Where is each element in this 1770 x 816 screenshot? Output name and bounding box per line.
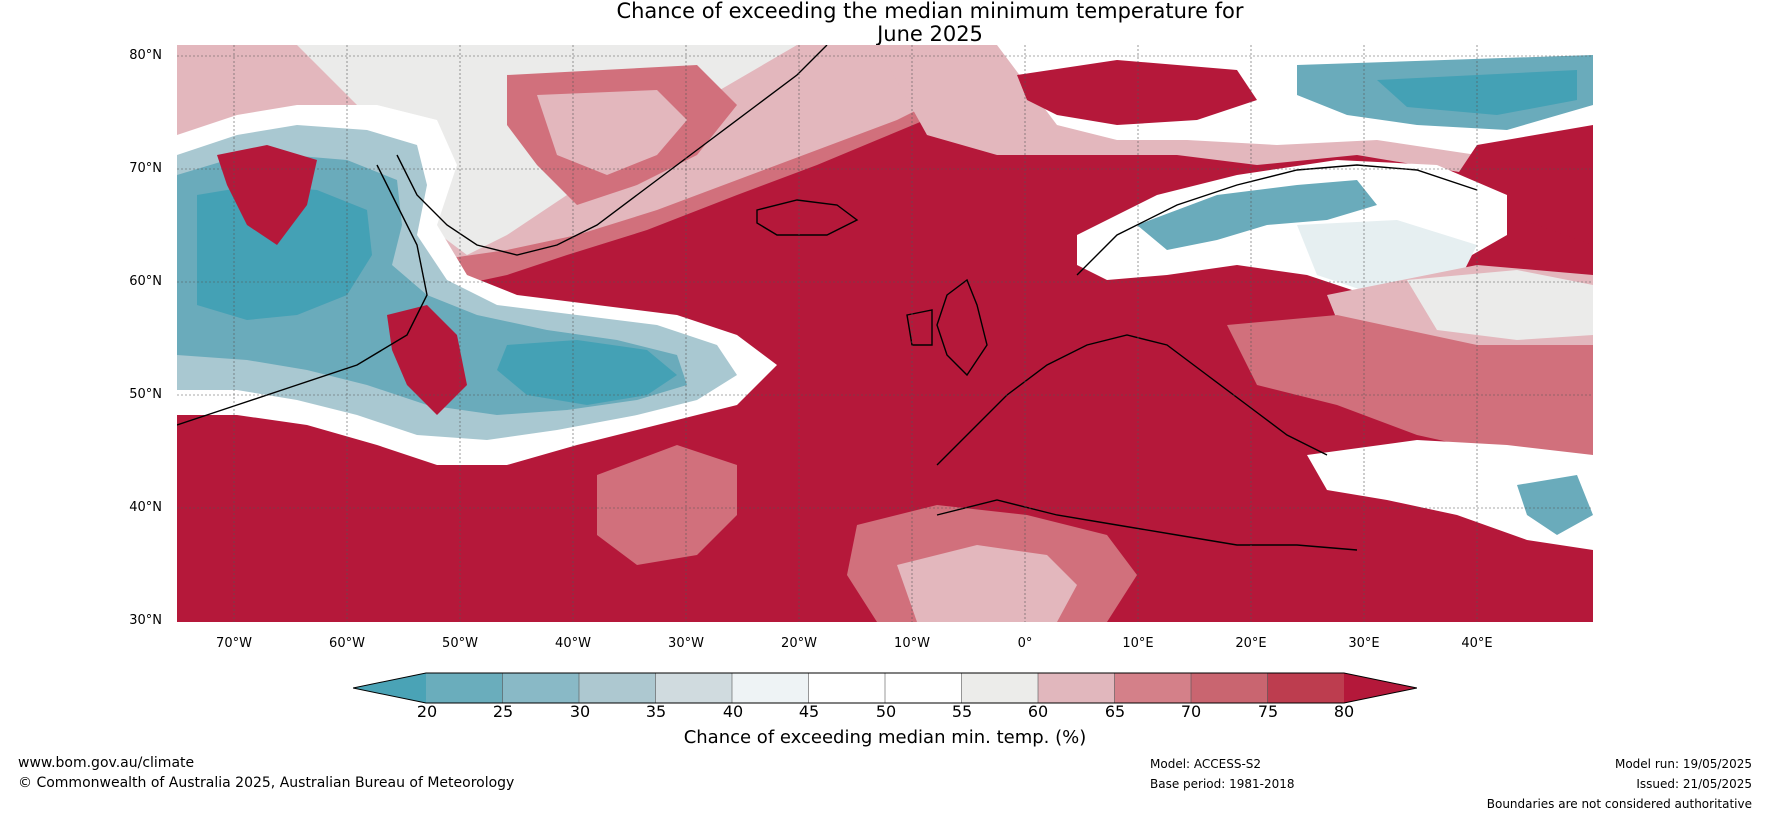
- arctic-teal-core: [1377, 70, 1577, 115]
- colorbar-segment: [502, 673, 580, 703]
- north-america-coastline: [177, 164, 428, 426]
- lon-label-10e: 10°E: [1122, 636, 1154, 651]
- british-isles-coastline: [906, 278, 988, 377]
- title-line-2: June 2025: [877, 22, 983, 46]
- iceland-coastline: [756, 199, 859, 236]
- colorbar-tick-50: 50: [875, 702, 897, 721]
- colorbar-tick-60: 60: [1027, 702, 1049, 721]
- colorbar-segment: [808, 673, 886, 703]
- lat-label-40n: 40°N: [129, 500, 162, 515]
- probability-map: [177, 45, 1593, 622]
- title-line-1: Chance of exceeding the median minimum t…: [616, 0, 1244, 23]
- map-panel: [177, 45, 1593, 622]
- barents-red-region: [1457, 125, 1593, 245]
- black-sea-white-region: [1307, 440, 1593, 550]
- colorbar-segment: [732, 673, 809, 703]
- atlantic-teal-core: [497, 340, 677, 405]
- colorbar-tick-35: 35: [645, 702, 667, 721]
- boundary-disclaimer: Boundaries are not considered authoritat…: [1486, 797, 1752, 811]
- newfoundland-red-patch: [387, 305, 467, 415]
- lon-label-20e: 20°E: [1235, 636, 1267, 651]
- colorbar-segment: [1038, 673, 1115, 703]
- colorbar-tick-65: 65: [1104, 702, 1126, 721]
- colorbar-segment: [655, 673, 733, 703]
- lon-label-40w: 40°W: [555, 636, 591, 651]
- colorbar-tick-80: 80: [1333, 702, 1355, 721]
- issued-date: Issued: 21/05/2025: [1636, 777, 1752, 791]
- colorbar-segment: [885, 673, 962, 703]
- europe-coastline: [936, 334, 1328, 466]
- hudson-red-patch: [217, 145, 317, 245]
- colorbar-tick-20: 20: [416, 702, 438, 721]
- lon-label-40e: 40°E: [1461, 636, 1493, 651]
- mid-atlantic-pink-region: [597, 445, 737, 565]
- north-africa-coastline: [936, 499, 1358, 551]
- colorbar-segment: [579, 673, 656, 703]
- colorbar-tick-40: 40: [722, 702, 744, 721]
- svalbard-red-blob: [1017, 60, 1257, 125]
- colorbar-extend-high: [1344, 673, 1417, 703]
- lon-label-10w: 10°W: [894, 636, 930, 651]
- colorbar-tick-55: 55: [951, 702, 973, 721]
- lon-label-50w: 50°W: [442, 636, 478, 651]
- lon-label-20w: 20°W: [781, 636, 817, 651]
- colorbar-tick-70: 70: [1180, 702, 1202, 721]
- colorbar-segment: [1191, 673, 1268, 703]
- colorbar-segment: [961, 673, 1039, 703]
- colorbar-tick-45: 45: [798, 702, 820, 721]
- colorbar-tick-25: 25: [492, 702, 514, 721]
- colorbar-segment: [1267, 673, 1345, 703]
- colorbar-segment: [426, 673, 503, 703]
- colorbar-extend-low: [353, 673, 426, 703]
- chart-title: Chance of exceeding the median minimum t…: [0, 0, 1770, 46]
- russia-neutral-region: [1407, 270, 1593, 340]
- copyright: © Commonwealth of Australia 2025, Austra…: [18, 775, 515, 791]
- colorbar: [353, 672, 1417, 704]
- lat-label-70n: 70°N: [129, 161, 162, 176]
- lon-label-30w: 30°W: [668, 636, 704, 651]
- colorbar-label: Chance of exceeding median min. temp. (%…: [683, 727, 1087, 748]
- lat-label-60n: 60°N: [129, 274, 162, 289]
- lon-label-60w: 60°W: [329, 636, 365, 651]
- lat-label-80n: 80°N: [129, 48, 162, 63]
- lon-label-30e: 30°E: [1348, 636, 1380, 651]
- lat-label-30n: 30°N: [129, 613, 162, 628]
- caspian-teal-region: [1517, 475, 1593, 535]
- model-name: Model: ACCESS-S2: [1150, 757, 1262, 771]
- base-period: Base period: 1981-2018: [1150, 777, 1295, 791]
- colorbar-segment: [1114, 673, 1192, 703]
- greenland-coastline: [396, 45, 828, 256]
- labrador-teal-core: [197, 185, 372, 320]
- graticule: [177, 45, 1593, 622]
- sahara-light-region: [897, 545, 1077, 622]
- model-run: Model run: 19/05/2025: [1614, 757, 1752, 771]
- lon-label-0: 0°: [1017, 636, 1033, 651]
- east-europe-pink-region: [1227, 315, 1593, 465]
- lat-label-50n: 50°N: [129, 387, 162, 402]
- greenland-light-patch: [537, 90, 687, 175]
- scandinavia-teal-region: [1137, 180, 1377, 250]
- colorbar-segments: [353, 673, 1417, 703]
- source-url: www.bom.gov.au/climate: [18, 755, 195, 771]
- lon-label-70w: 70°W: [216, 636, 252, 651]
- colorbar-tick-75: 75: [1257, 702, 1279, 721]
- colorbar-tick-30: 30: [569, 702, 591, 721]
